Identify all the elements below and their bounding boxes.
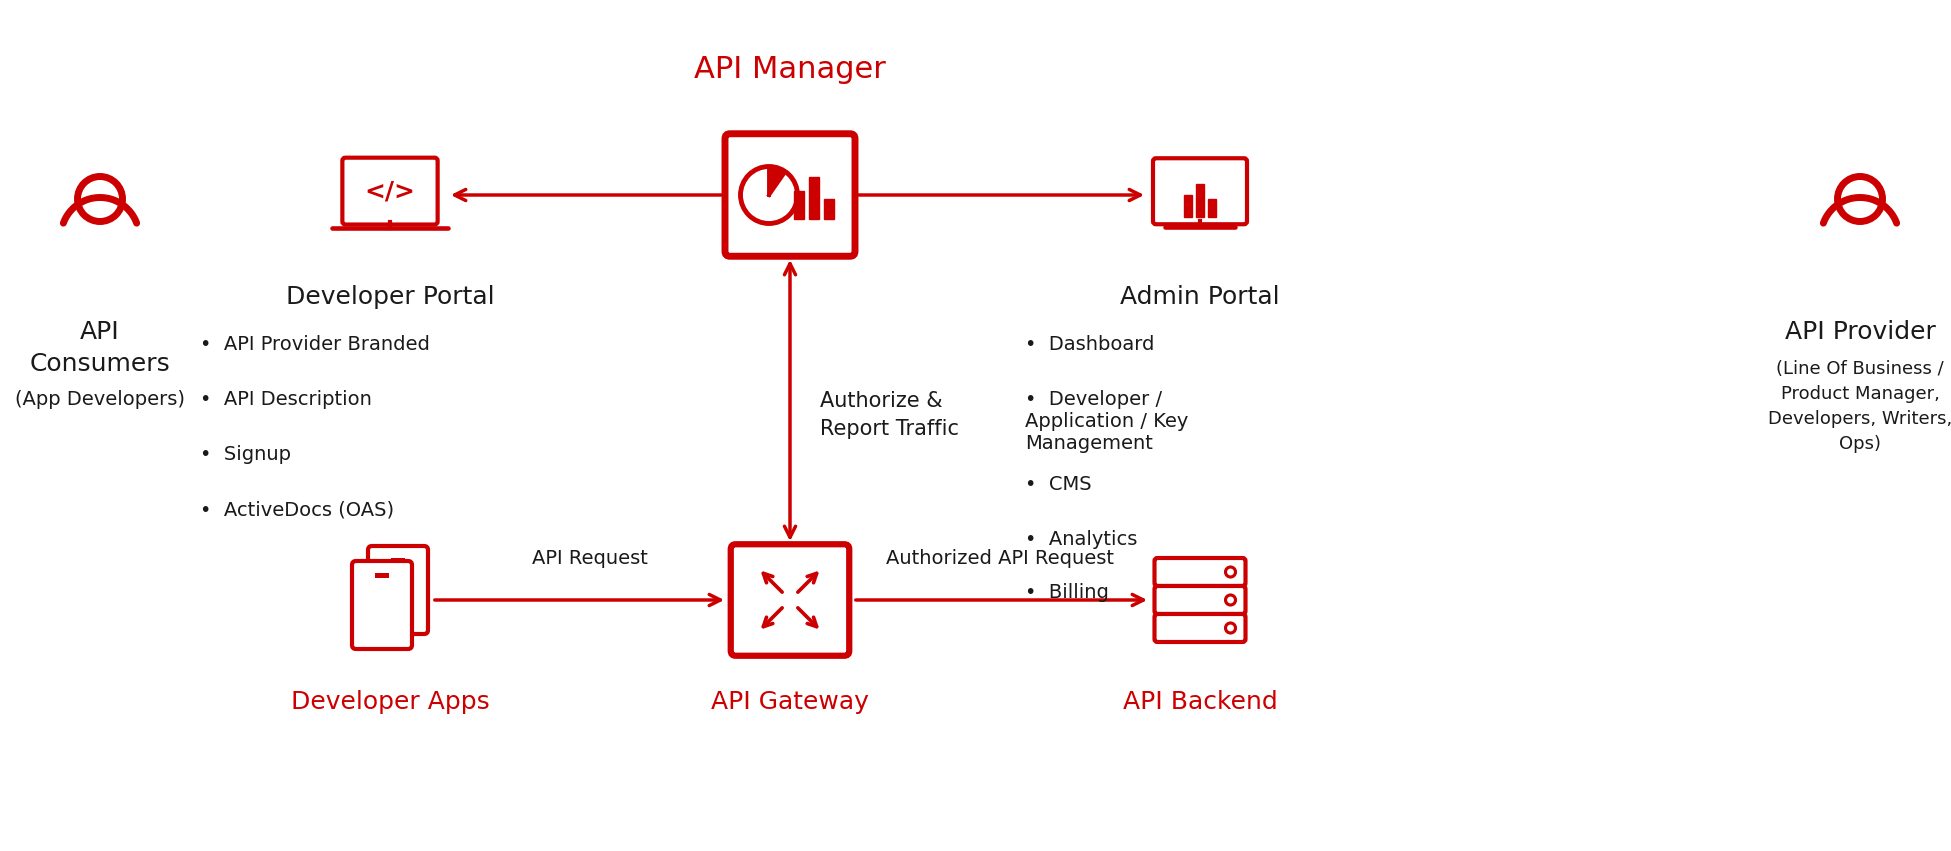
Text: API Manager: API Manager bbox=[695, 55, 886, 84]
Text: Authorize &
Report Traffic: Authorize & Report Traffic bbox=[819, 391, 960, 439]
Text: </>: </> bbox=[365, 179, 416, 203]
Bar bbox=[1208, 199, 1215, 217]
Text: •  Billing: • Billing bbox=[1024, 583, 1108, 602]
Bar bbox=[390, 558, 406, 563]
Text: API Request: API Request bbox=[533, 549, 648, 568]
Text: (Line Of Business /
Product Manager,
Developers, Writers,
Ops): (Line Of Business / Product Manager, Dev… bbox=[1768, 360, 1951, 453]
Polygon shape bbox=[769, 167, 786, 195]
Bar bbox=[810, 177, 819, 219]
Bar bbox=[1184, 195, 1192, 217]
Text: Authorized API Request: Authorized API Request bbox=[886, 549, 1114, 568]
Text: API Gateway: API Gateway bbox=[710, 690, 868, 714]
Text: Developer Apps: Developer Apps bbox=[291, 690, 490, 714]
Bar bbox=[1196, 185, 1204, 217]
Text: API Provider: API Provider bbox=[1785, 320, 1935, 344]
Text: API
Consumers: API Consumers bbox=[29, 320, 170, 375]
Bar bbox=[823, 199, 833, 219]
FancyBboxPatch shape bbox=[1155, 614, 1245, 642]
Text: Developer Portal: Developer Portal bbox=[285, 285, 494, 309]
Text: •  Analytics: • Analytics bbox=[1024, 530, 1137, 549]
Text: API Backend: API Backend bbox=[1122, 690, 1278, 714]
Text: •  Dashboard: • Dashboard bbox=[1024, 335, 1155, 354]
Bar bbox=[375, 573, 388, 578]
Text: •  Signup: • Signup bbox=[201, 445, 291, 464]
FancyBboxPatch shape bbox=[1155, 586, 1245, 614]
FancyBboxPatch shape bbox=[369, 546, 427, 634]
FancyBboxPatch shape bbox=[1155, 558, 1245, 586]
Text: •  ActiveDocs (OAS): • ActiveDocs (OAS) bbox=[201, 500, 394, 519]
Bar bbox=[794, 191, 804, 219]
FancyBboxPatch shape bbox=[351, 561, 412, 649]
Text: (App Developers): (App Developers) bbox=[16, 390, 185, 409]
Text: •  API Description: • API Description bbox=[201, 390, 373, 409]
Text: •  Developer /
Application / Key
Management: • Developer / Application / Key Manageme… bbox=[1024, 390, 1188, 453]
Text: •  API Provider Branded: • API Provider Branded bbox=[201, 335, 429, 354]
Text: •  CMS: • CMS bbox=[1024, 475, 1093, 494]
Text: Admin Portal: Admin Portal bbox=[1120, 285, 1280, 309]
